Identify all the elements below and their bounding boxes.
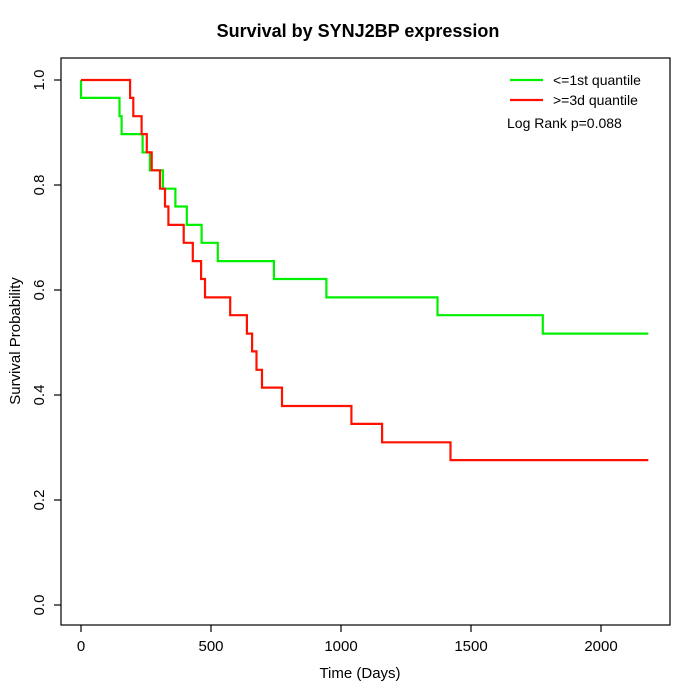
x-tick-label: 0 xyxy=(77,638,85,655)
survival-curve xyxy=(79,80,649,335)
survival-curves xyxy=(79,78,649,462)
x-axis-label: Time (Days) xyxy=(319,665,400,682)
survival-curve xyxy=(81,78,649,462)
x-tick-label: 500 xyxy=(198,638,223,655)
y-axis-ticks: 0.0 0.2 0.4 0.6 0.8 1.0 xyxy=(31,70,61,616)
x-axis-ticks: 0 500 1000 1500 2000 xyxy=(77,625,618,655)
y-tick-label: 1.0 xyxy=(31,70,48,91)
y-tick-label: 0.6 xyxy=(31,280,48,301)
x-tick-label: 1500 xyxy=(454,638,487,655)
legend: <=1st quantile >=3d quantile xyxy=(510,72,641,108)
legend-label: >=3d quantile xyxy=(553,92,638,108)
y-axis-label: Survival Probability xyxy=(7,277,24,405)
legend-label: <=1st quantile xyxy=(553,72,641,88)
x-tick-label: 2000 xyxy=(584,638,617,655)
x-tick-label: 1000 xyxy=(324,638,357,655)
plot-border xyxy=(60,57,671,626)
y-tick-label: 0.2 xyxy=(31,490,48,511)
log-rank-annotation: Log Rank p=0.088 xyxy=(507,115,622,131)
y-tick-label: 0.0 xyxy=(31,595,48,616)
y-tick-label: 0.4 xyxy=(31,385,48,406)
chart-title: Survival by SYNJ2BP expression xyxy=(217,21,500,41)
y-tick-label: 0.8 xyxy=(31,175,48,196)
